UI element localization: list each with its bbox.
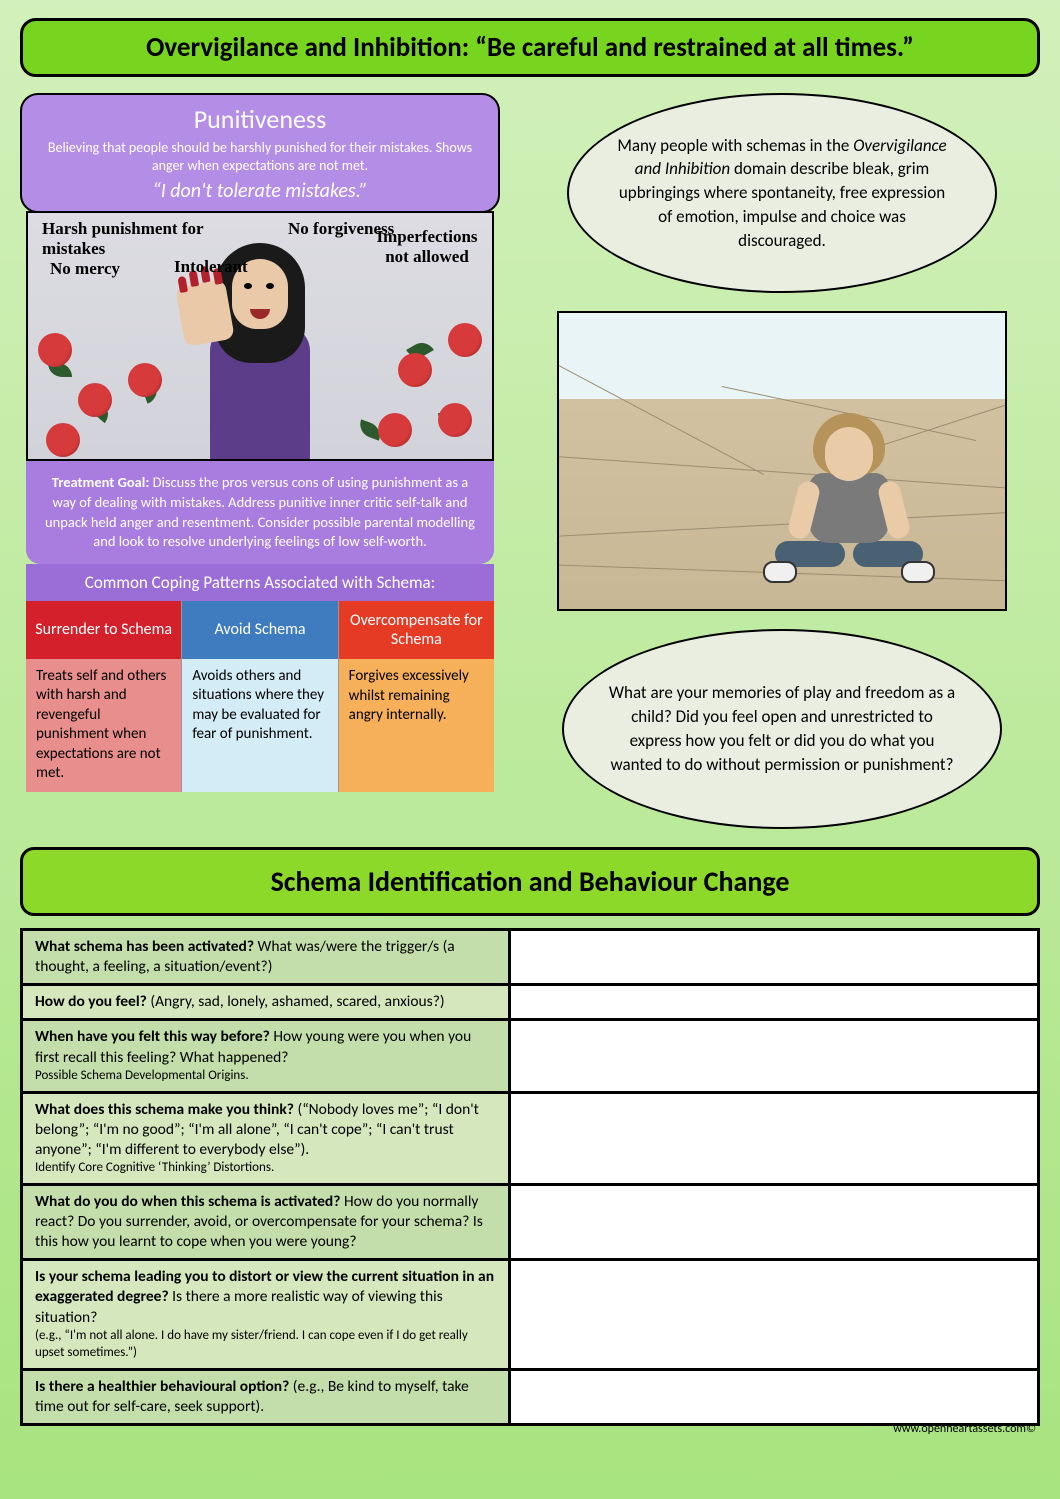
- answer-field[interactable]: [508, 986, 1037, 1018]
- punitiveness-title: Punitiveness: [36, 103, 484, 135]
- question-row: How do you feel? (Angry, sad, lonely, as…: [23, 983, 1037, 1018]
- answer-field[interactable]: [508, 931, 1037, 983]
- question-row: What does this schema make you think? (“…: [23, 1091, 1037, 1183]
- coping-h-avoid: Avoid Schema: [182, 601, 337, 659]
- punitiveness-box: Punitiveness Believing that people shoul…: [20, 93, 500, 213]
- question-row: Is your schema leading you to distort or…: [23, 1258, 1037, 1367]
- coping-col-surrender: Surrender to Schema Treats self and othe…: [26, 601, 181, 792]
- ellipse2-text: What are your memories of play and freed…: [608, 681, 956, 776]
- illus-label-a: Harsh punishment for mistakes: [42, 219, 242, 259]
- question-prompt: When have you felt this way before? How …: [23, 1021, 508, 1090]
- answer-field[interactable]: [508, 1371, 1037, 1423]
- punitiveness-illustration: Harsh punishment for mistakes No forgive…: [26, 211, 494, 461]
- ellipse-question: What are your memories of play and freed…: [562, 629, 1002, 829]
- question-prompt: Is there a healthier behavioural option?…: [23, 1371, 508, 1423]
- treatment-label: Treatment Goal:: [52, 473, 150, 491]
- answer-field[interactable]: [508, 1094, 1037, 1183]
- answer-field[interactable]: [508, 1021, 1037, 1090]
- question-row: What schema has been activated? What was…: [23, 928, 1037, 983]
- punitiveness-quote: “I don't tolerate mistakes.”: [36, 179, 484, 203]
- page-content: Overvigilance and Inhibition: “Be carefu…: [0, 0, 1060, 1444]
- coping-col-avoid: Avoid Schema Avoids others and situation…: [181, 601, 337, 792]
- question-table: What schema has been activated? What was…: [20, 928, 1040, 1426]
- coping-table: Surrender to Schema Treats self and othe…: [26, 601, 494, 792]
- left-column: Punitiveness Believing that people shoul…: [20, 93, 500, 829]
- page-title: Overvigilance and Inhibition: “Be carefu…: [20, 18, 1040, 77]
- coping-h-surrender: Surrender to Schema: [26, 601, 181, 659]
- coping-header: Common Coping Patterns Associated with S…: [26, 564, 494, 601]
- question-row: When have you felt this way before? How …: [23, 1018, 1037, 1090]
- right-column: Many people with schemas in the Overvigi…: [524, 93, 1040, 829]
- coping-col-over: Overcompensate for Schema Forgives exces…: [338, 601, 494, 792]
- question-prompt: What schema has been activated? What was…: [23, 931, 508, 983]
- question-prompt: Is your schema leading you to distort or…: [23, 1261, 508, 1367]
- question-prompt: What does this schema make you think? (“…: [23, 1094, 508, 1183]
- punitiveness-description: Believing that people should be harshly …: [36, 139, 484, 175]
- coping-b-surrender: Treats self and others with harsh and re…: [26, 659, 181, 792]
- coping-b-avoid: Avoids others and situations where they …: [182, 659, 337, 792]
- illus-label-c: Imperfections not allowed: [372, 227, 482, 267]
- two-column-layout: Punitiveness Believing that people shoul…: [20, 93, 1040, 829]
- coping-b-over: Forgives excessively whilst remaining an…: [339, 659, 494, 792]
- coping-h-over: Overcompensate for Schema: [339, 601, 494, 659]
- section-title: Schema Identification and Behaviour Chan…: [20, 847, 1040, 916]
- question-row: Is there a healthier behavioural option?…: [23, 1368, 1037, 1423]
- illus-label-e: Intolerant: [174, 257, 248, 277]
- treatment-goal-box: Treatment Goal: Discuss the pros versus …: [26, 461, 494, 563]
- question-prompt: How do you feel? (Angry, sad, lonely, as…: [23, 986, 508, 1018]
- child-illustration: [557, 311, 1007, 611]
- ellipse-upbringing: Many people with schemas in the Overvigi…: [567, 93, 997, 293]
- ellipse1-pre: Many people with schemas in the: [617, 135, 853, 156]
- footer-credit: www.openheartassets.com©: [893, 1422, 1036, 1436]
- answer-field[interactable]: [508, 1261, 1037, 1367]
- illus-label-d: No mercy: [50, 259, 120, 279]
- question-prompt: What do you do when this schema is activ…: [23, 1186, 508, 1258]
- question-row: What do you do when this schema is activ…: [23, 1183, 1037, 1258]
- answer-field[interactable]: [508, 1186, 1037, 1258]
